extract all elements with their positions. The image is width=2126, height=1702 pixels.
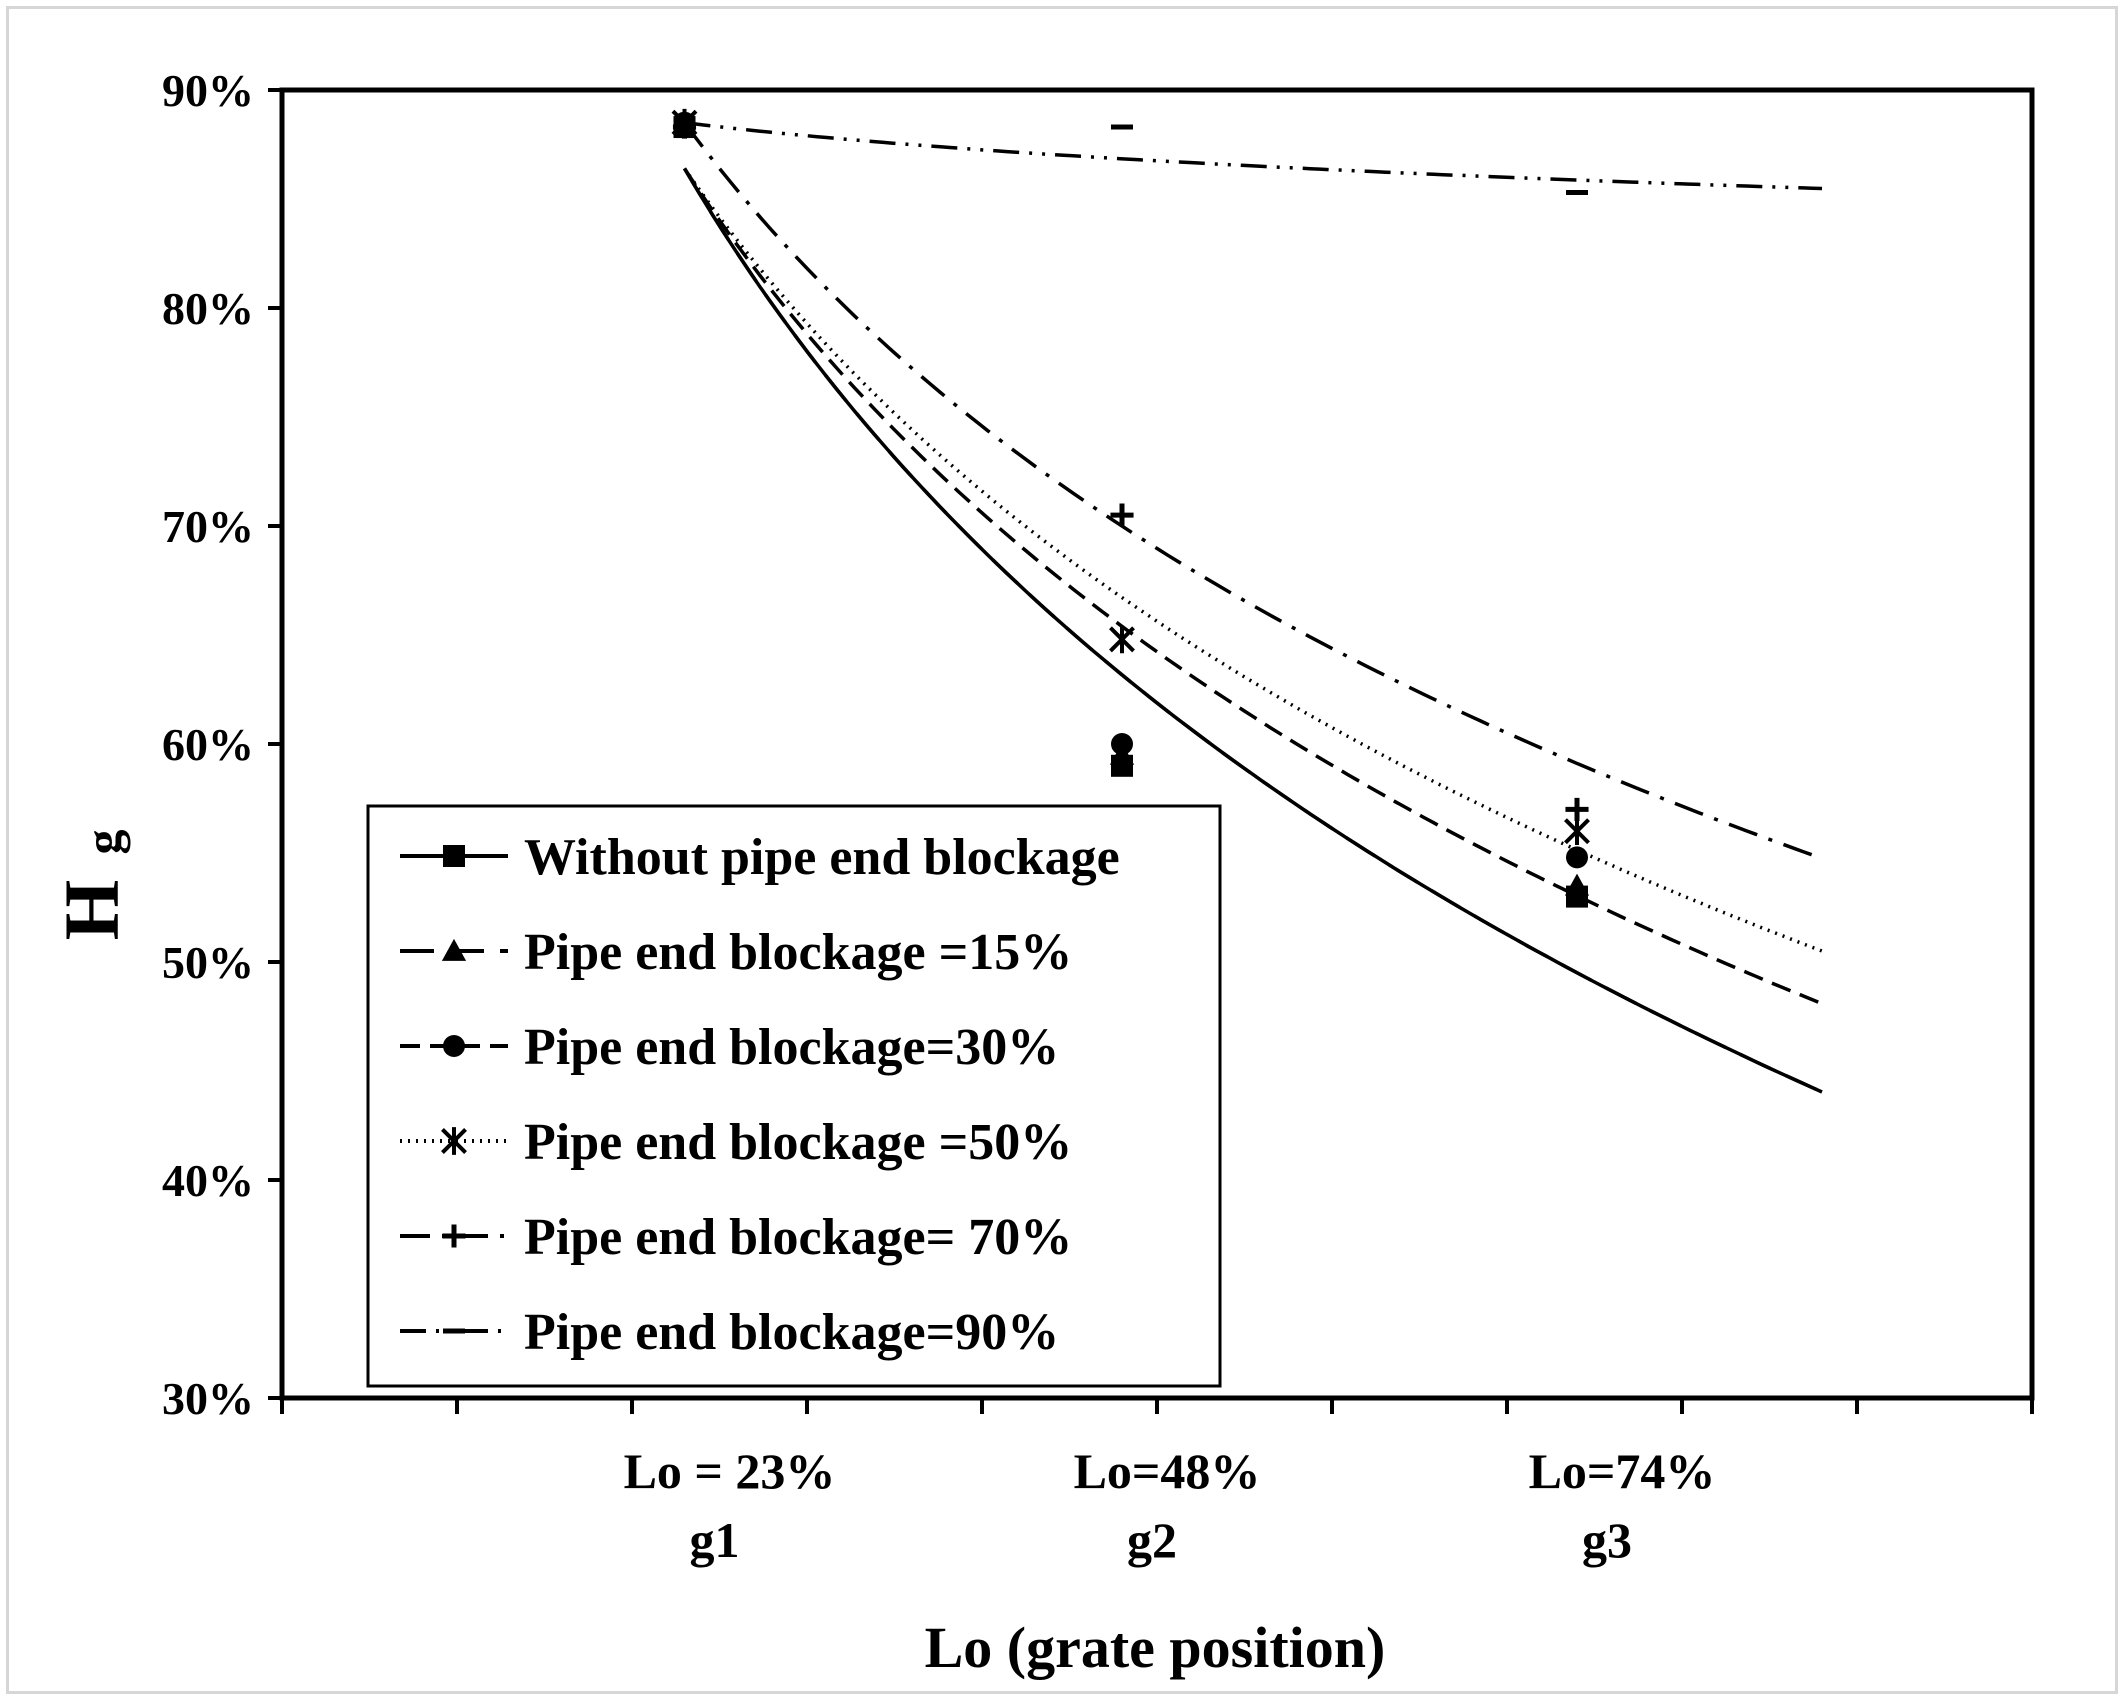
- legend-box: [366, 804, 1222, 1388]
- legend-entry: Pipe end blockage =15%: [400, 924, 1072, 981]
- x-category-label: Lo=74%: [1529, 1443, 1716, 1499]
- plus-marker: [1565, 797, 1589, 821]
- x-category-sublabel: g1: [690, 1512, 740, 1568]
- legend-marker: [441, 1127, 467, 1155]
- legend-label: Pipe end blockage=30%: [524, 1019, 1059, 1076]
- x-category-label: Lo=48%: [1074, 1443, 1261, 1499]
- y-tick-label: 80%: [162, 283, 254, 334]
- y-axis-label-main: H: [48, 880, 135, 941]
- legend-label: Pipe end blockage =50%: [524, 1114, 1072, 1171]
- y-tick-label: 50%: [162, 937, 254, 988]
- circle-marker: [1111, 733, 1133, 755]
- legend-entry: Without pipe end blockage: [400, 829, 1120, 886]
- circle-marker: [1566, 846, 1588, 869]
- plus-marker: [1110, 503, 1134, 527]
- data-point: [1110, 503, 1134, 527]
- data-point: [1565, 797, 1589, 821]
- star-marker: [1564, 817, 1590, 846]
- legend-marker: [443, 1035, 465, 1057]
- star-marker: [441, 1127, 467, 1155]
- x-category-sublabel: g2: [1127, 1512, 1177, 1568]
- y-tick-label: 60%: [162, 719, 254, 770]
- star-marker: [1109, 625, 1135, 654]
- circle-marker: [443, 1035, 465, 1057]
- legend-label: Without pipe end blockage: [524, 829, 1120, 886]
- data-point: [1566, 846, 1588, 869]
- x-category-label: Lo = 23%: [624, 1443, 836, 1499]
- triangle-marker: [1564, 873, 1590, 896]
- x-axis-label: Lo (grate position): [925, 1615, 1386, 1680]
- legend-marker: [442, 1224, 466, 1248]
- y-axis-label-sub: g: [75, 830, 131, 855]
- x-axis: Lo = 23% g1 Lo=48% g2 Lo=74% g3: [280, 1398, 2034, 1568]
- y-tick-label: 30%: [162, 1373, 254, 1424]
- y-tick-label: 40%: [162, 1155, 254, 1206]
- legend: Without pipe end blockage Pipe end blocka…: [366, 804, 1222, 1388]
- data-point: [1109, 625, 1135, 654]
- legend-label: Pipe end blockage= 70%: [524, 1209, 1072, 1266]
- y-axis: 30% 40% 50% 60% 70% 80% 90%: [162, 65, 282, 1424]
- legend-marker: [441, 938, 467, 961]
- legend-entry: Pipe end blockage= 70%: [400, 1209, 1072, 1266]
- triangle-marker: [441, 938, 467, 961]
- legend-marker: [443, 845, 465, 867]
- legend-entry: Pipe end blockage=30%: [400, 1019, 1059, 1076]
- trendlines: [682, 120, 1823, 1094]
- legend-entry: Pipe end blockage=90%: [400, 1304, 1059, 1361]
- trendline: [684, 120, 1823, 191]
- x-category-sublabel: g3: [1582, 1512, 1632, 1568]
- y-axis-label: H g: [48, 830, 135, 941]
- legend-label: Pipe end blockage =15%: [524, 924, 1072, 981]
- plus-marker: [442, 1224, 466, 1248]
- data-point: [1564, 873, 1590, 896]
- trendline: [682, 167, 1823, 1094]
- data-point: [1564, 817, 1590, 846]
- trendline: [683, 167, 1823, 1006]
- trendline: [683, 121, 1823, 861]
- y-tick-label: 70%: [162, 501, 254, 552]
- data-markers: [671, 108, 1590, 908]
- legend-entry: Pipe end blockage =50%: [400, 1114, 1072, 1171]
- figure-frame: [6, 6, 2118, 1694]
- legend-label: Pipe end blockage=90%: [524, 1304, 1059, 1361]
- square-marker: [443, 845, 465, 867]
- y-tick-label: 90%: [162, 65, 254, 116]
- data-point: [1111, 733, 1133, 755]
